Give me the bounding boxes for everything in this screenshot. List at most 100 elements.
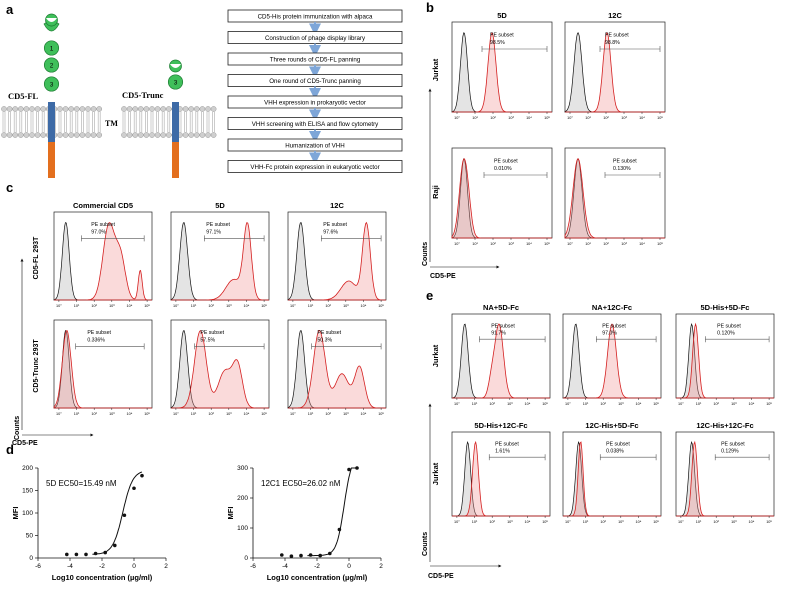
pe-subset-label: PE subset: [495, 441, 519, 447]
histogram-c-0-0: Commercial CD5 PE subset 97.0% 10° 10¹ 10² 10³…: [53, 201, 153, 308]
x-tick-label: 10°: [56, 304, 62, 308]
pe-subset-label: PE subset: [87, 330, 111, 336]
x-tick-label: 10⁴: [244, 412, 250, 416]
x-tick-label: 10⁴: [636, 520, 642, 524]
lipid-head: [154, 132, 161, 138]
x-tick-label: 10⁴: [127, 412, 133, 416]
workflow-chart: CD5-His protein immunization with alpaca…: [227, 9, 403, 173]
x-tick-label: 10⁴: [127, 304, 133, 308]
sample-histogram: [54, 222, 152, 301]
lipid-head: [160, 106, 167, 112]
x-tick-label: 10⁴: [639, 116, 645, 120]
pe-subset-value: 57.5%: [200, 338, 215, 344]
x-tick-label: 10⁴: [361, 304, 367, 308]
cd5-fl-label: CD5-FL: [8, 91, 39, 101]
x-tick-label: 10³: [109, 304, 115, 308]
lipid-head: [68, 106, 75, 112]
x-tick-label: 10⁵: [144, 304, 150, 308]
workflow-step-label: VHH expression in prokaryotic vector: [264, 100, 366, 107]
x-tick-label: 10³: [109, 412, 115, 416]
histogram-c-1-2: PE subset 50.3% 10° 10¹ 10² 10³ 10⁴ 10⁵: [287, 319, 387, 416]
x-tick-label: 10¹: [472, 116, 478, 120]
chart-title: 12C1 EC50=26.02 nM: [261, 479, 341, 488]
sample-histogram: [563, 441, 661, 517]
data-point: [355, 466, 359, 470]
x-tick-label: 10²: [91, 412, 97, 416]
data-point: [93, 551, 98, 556]
histogram-b-2: PE subset 0.010% 10° 10¹ 10² 10³ 10⁴ 10⁵: [451, 147, 553, 246]
histogram-e-1-1: 12C-His+5D-Fc PE subset 0.038% 10° 10¹ 10² 10³…: [562, 421, 662, 524]
lipid-head: [165, 132, 172, 138]
histogram-title: NA+5D-Fc: [483, 303, 519, 312]
pe-subset-value: 98.8%: [605, 40, 620, 46]
data-point: [299, 553, 303, 558]
x-tick-label: 10³: [731, 520, 737, 524]
x-tick-label: 10⁵: [378, 412, 384, 416]
x-tick-label: 0: [132, 563, 136, 570]
lipid-head: [85, 132, 91, 138]
tm-domain-trunc: [172, 102, 179, 142]
lipid-head: [34, 106, 41, 112]
pe-subset-label: PE subset: [317, 330, 341, 336]
x-tick-label: 10¹: [585, 116, 591, 120]
x-tick-label: 10⁵: [378, 304, 384, 308]
lipid-head: [188, 106, 195, 112]
lipid-head: [12, 132, 19, 138]
pe-subset-label: PE subset: [605, 32, 629, 38]
data-point: [132, 486, 136, 491]
data-point: [65, 552, 69, 557]
histogram-c-1-1: PE subset 57.5% 10° 10¹ 10² 10³ 10⁴ 10⁵: [170, 319, 270, 416]
y-axis-label: MFI: [11, 507, 20, 520]
x-tick-label: 10¹: [583, 520, 589, 524]
pe-subset-label: PE subset: [323, 222, 347, 228]
ig-domain-full: [43, 57, 60, 73]
x-tick-label: 10²: [600, 520, 606, 524]
nanobody-cleft: [46, 18, 57, 22]
sample-histogram: [288, 221, 386, 301]
x-tick-label: 10¹: [308, 412, 314, 416]
lipid-head: [210, 106, 217, 112]
pe-subset-label: PE subset: [494, 158, 518, 164]
pe-subset-label: PE subset: [206, 222, 230, 228]
x-tick-label: 10¹: [472, 520, 478, 524]
panel-letter-c: c: [6, 180, 13, 195]
domain-number: 2: [50, 63, 54, 70]
pe-subset-label: PE subset: [490, 32, 514, 38]
data-point: [140, 473, 144, 478]
histogram-title: 5D-His+5D-Fc: [701, 303, 750, 312]
sample-histogram: [171, 222, 269, 301]
lipid-head: [68, 132, 75, 138]
pe-subset-value: 0.129%: [721, 449, 739, 455]
lipid-head: [1, 132, 7, 138]
data-point: [74, 552, 79, 557]
lipid-head: [23, 132, 30, 138]
lipid-head: [90, 132, 97, 138]
data-point: [289, 554, 294, 558]
histogram-b-1: 12C PE subset 98.8% 10° 10¹ 10² 10³ 10⁴ 10⁵: [564, 11, 666, 120]
x-tick-label: 10°: [290, 412, 296, 416]
pe-subset-label: PE subset: [606, 441, 630, 447]
cytoplasmic-domain-full: [48, 142, 55, 178]
workflow-step-label: Humanization of VHH: [285, 143, 345, 150]
lipid-head: [85, 106, 91, 112]
pe-subset-value: 1.61%: [495, 449, 510, 455]
data-point: [308, 553, 313, 557]
data-point: [337, 527, 342, 532]
x-tick-label: 10²: [713, 520, 719, 524]
lipid-head: [1, 106, 7, 112]
lipid-head: [143, 106, 150, 112]
histogram-title: 12C: [608, 11, 622, 20]
y-tick-label: 200: [22, 465, 33, 472]
x-tick-label: 10⁵: [144, 412, 150, 416]
pe-subset-label: PE subset: [721, 441, 745, 447]
x-tick-label: 10³: [343, 412, 349, 416]
row-label: Raji: [431, 185, 440, 199]
pe-subset-value: 0.038%: [606, 449, 624, 455]
data-point: [103, 550, 107, 555]
sample-histogram: [452, 31, 552, 113]
pe-subset-value: 97.6%: [323, 230, 338, 236]
x-tick-label: 10³: [508, 116, 514, 120]
y-tick-label: 100: [237, 525, 248, 532]
x-tick-label: 10°: [454, 520, 460, 524]
